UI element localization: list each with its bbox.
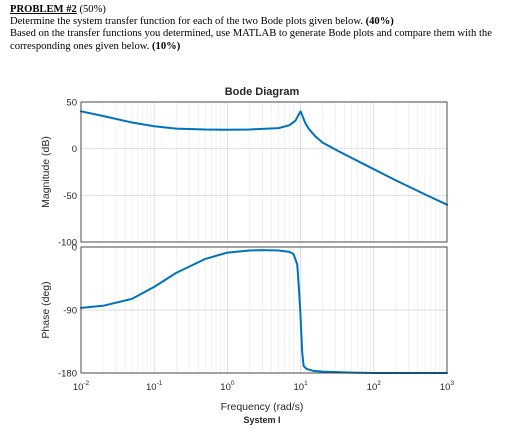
phase-panel: 0 -90 -180 Phase (deg) xyxy=(40,243,448,380)
instruction-2-text: Based on the transfer functions you dete… xyxy=(10,28,492,52)
problem-weight: (50%) xyxy=(76,4,106,15)
x-tick-label: 103 xyxy=(440,380,455,393)
magnitude-panel: 50 0 -50 -100 Magnitude (dB) xyxy=(40,98,448,249)
instruction-1-text: Determine the system transfer function f… xyxy=(10,16,366,28)
magnitude-y-axis-label: Magnitude (dB) xyxy=(40,136,52,208)
problem-instruction-1: Determine the system transfer function f… xyxy=(10,16,515,28)
phase-series-line xyxy=(80,249,448,374)
magnitude-y-tick-label: 50 xyxy=(66,98,77,109)
instruction-1-weight: (40%) xyxy=(365,16,394,28)
problem-heading-line: PROBLEM #2 (50%) xyxy=(10,4,515,16)
x-tick-label: 102 xyxy=(367,380,382,393)
phase-y-tick-label: 0 xyxy=(72,243,77,254)
x-tick-label: 10-1 xyxy=(146,380,163,393)
problem-instruction-2: Based on the transfer functions you dete… xyxy=(10,28,515,52)
phase-y-tick-label: -180 xyxy=(58,369,77,380)
magnitude-series-line xyxy=(80,110,448,206)
phase-y-tick-label: -90 xyxy=(63,306,77,317)
x-tick-label: 100 xyxy=(220,380,235,393)
x-tick-labels: 10-2 10-1 100 101 102 103 xyxy=(73,380,455,393)
magnitude-axis-box xyxy=(80,101,448,243)
x-tick-label: 10-2 xyxy=(73,380,90,393)
figure-caption: System I xyxy=(243,415,280,425)
problem-statement: PROBLEM #2 (50%) Determine the system tr… xyxy=(10,4,515,53)
x-axis-label: Frequency (rad/s) xyxy=(221,401,304,413)
phase-axis-box xyxy=(80,246,448,374)
magnitude-y-tick-label: -100 xyxy=(58,238,77,249)
magnitude-y-tick-label: 0 xyxy=(72,144,77,155)
chart-title: Bode Diagram xyxy=(225,86,300,98)
phase-y-axis-label: Phase (deg) xyxy=(40,281,52,338)
magnitude-y-tick-label: -50 xyxy=(63,191,77,202)
magnitude-plot-area xyxy=(81,102,447,242)
x-tick-label: 101 xyxy=(293,380,308,393)
problem-heading: PROBLEM #2 xyxy=(10,4,77,15)
instruction-2-weight: (10%) xyxy=(152,40,181,52)
